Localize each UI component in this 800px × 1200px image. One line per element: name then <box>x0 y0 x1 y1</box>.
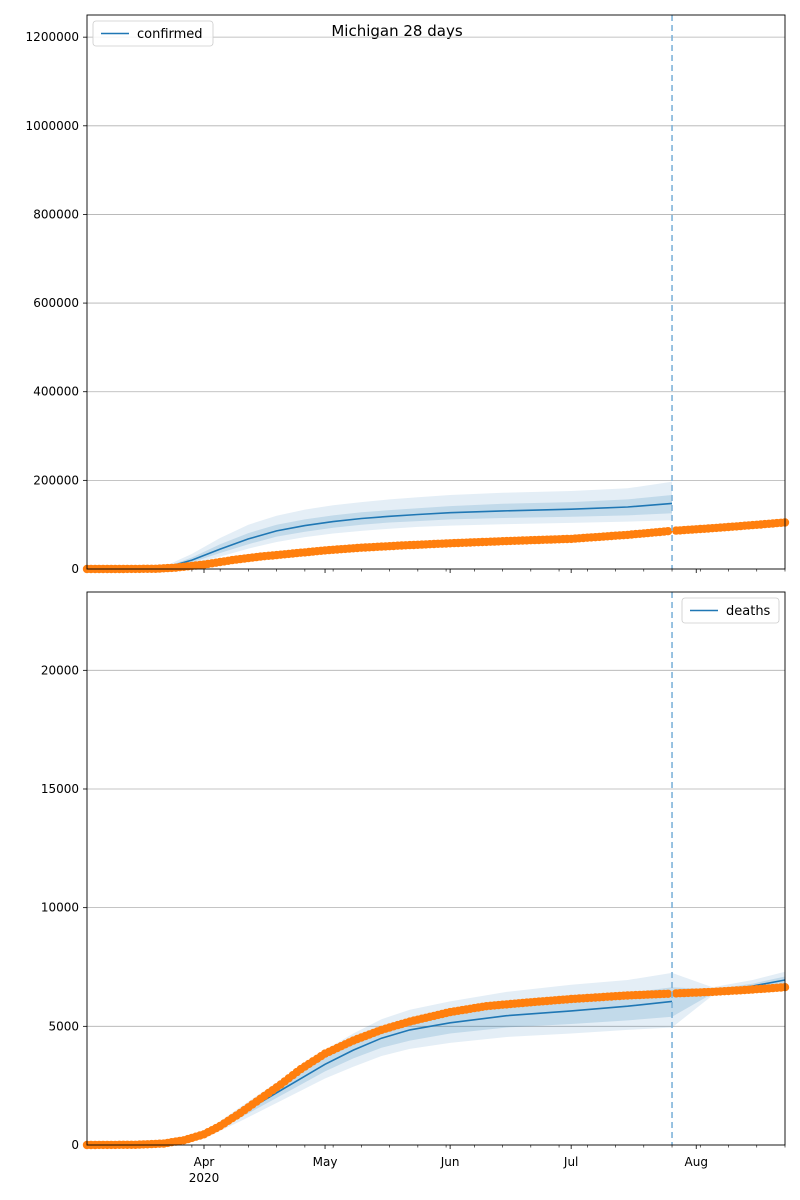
ytick-label: 5000 <box>48 1019 79 1033</box>
legend-label: deaths <box>726 604 771 619</box>
xtick-label: Aug <box>685 1155 708 1169</box>
axes-frame <box>86 14 786 570</box>
inner-band <box>87 495 672 569</box>
observed-series <box>82 518 790 574</box>
confirmed-chart: 0 200000 400000 600000 800000 1000000 1200000 c… <box>26 14 790 576</box>
axes-frame <box>86 591 786 1146</box>
ytick-label: 10000 <box>41 901 79 915</box>
ytick-label: 200000 <box>33 473 79 487</box>
ytick-label: 0 <box>71 562 79 576</box>
xtick-sublabel: 2020 <box>189 1171 220 1185</box>
ytick-label: 400000 <box>33 385 79 399</box>
legend-box <box>92 20 214 47</box>
ytick-label: 20000 <box>41 663 79 677</box>
observed-point <box>663 527 673 536</box>
ytick-label: 1200000 <box>26 30 79 44</box>
legend-box <box>681 597 780 624</box>
xtick-label: Jul <box>563 1155 578 1169</box>
deaths-chart: 0 5000 10000 15000 20000 Apr 2020 May Jun Jul Aug d… <box>41 591 790 1185</box>
ytick-label: 15000 <box>41 782 79 796</box>
xtick-label: May <box>313 1155 338 1169</box>
ytick-label: 600000 <box>33 296 79 310</box>
xtick-label: Jun <box>440 1155 460 1169</box>
legend: deaths <box>681 597 780 624</box>
figure-title: Michigan 28 days <box>331 22 462 40</box>
ytick-label: 0 <box>71 1138 79 1152</box>
inner-band <box>87 976 785 1145</box>
model-line <box>87 502 673 570</box>
observed-point <box>663 989 673 998</box>
ytick-label: 800000 <box>33 207 79 221</box>
outer-band <box>87 481 672 569</box>
ytick-label: 1000000 <box>26 119 79 133</box>
legend-label: confirmed <box>137 27 203 42</box>
legend: confirmed <box>92 20 214 47</box>
xtick-label: Apr <box>194 1155 215 1169</box>
